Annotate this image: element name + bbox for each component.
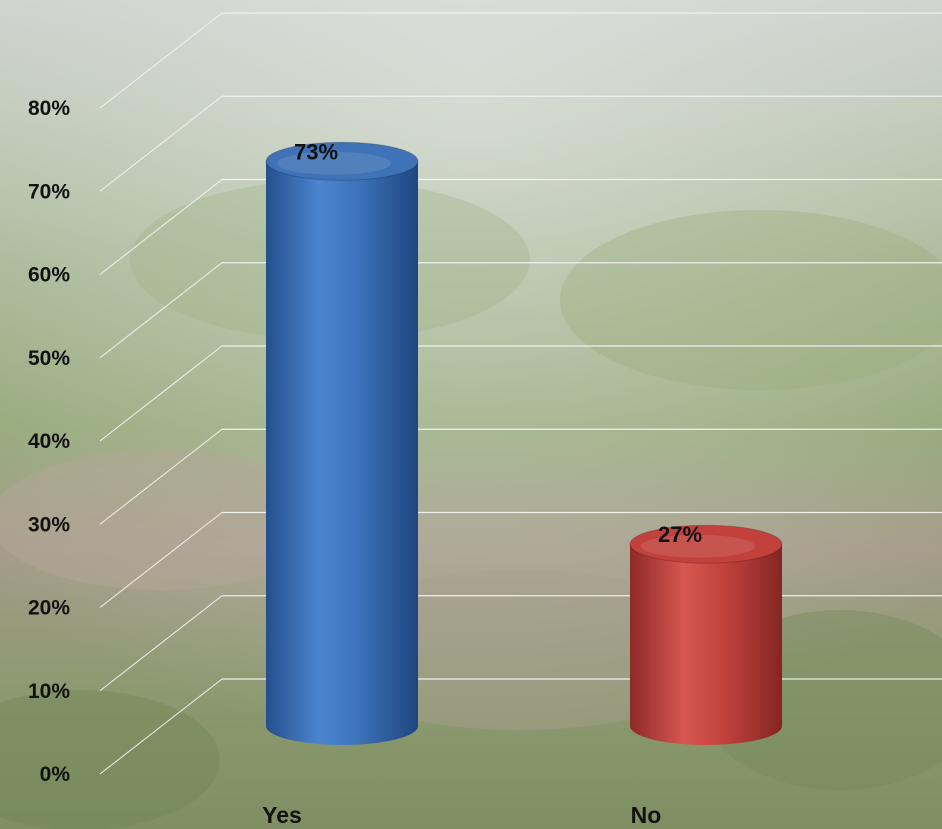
x-axis-categories: Yes No	[262, 802, 661, 828]
bar-yes: 73%	[265, 139, 419, 745]
bar-body	[266, 161, 418, 745]
gridline-diagonal	[99, 95, 223, 192]
y-tick-label: 0%	[40, 763, 71, 786]
bar-top-cap	[265, 141, 419, 181]
y-axis-ticks: 0% 10% 20% 30% 40% 50% 60% 70% 80%	[28, 97, 70, 786]
y-tick-label: 30%	[28, 513, 70, 536]
y-tick-label: 70%	[28, 180, 70, 203]
y-tick-label: 80%	[28, 97, 70, 120]
category-label: Yes	[262, 802, 302, 828]
bar-top-cap	[629, 524, 783, 564]
gridline-diagonal	[99, 262, 223, 359]
data-label: 73%	[294, 139, 338, 164]
gridline-diagonal	[99, 345, 223, 442]
y-tick-label: 20%	[28, 597, 70, 620]
y-tick-label: 50%	[28, 347, 70, 370]
category-label: No	[631, 802, 662, 828]
data-label: 27%	[658, 522, 702, 547]
y-tick-label: 60%	[28, 264, 70, 287]
y-tick-label: 40%	[28, 430, 70, 453]
gridline-diagonal	[99, 179, 223, 275]
bar-cap-highlight	[641, 534, 755, 558]
gridline-diagonal	[99, 512, 223, 608]
bar-no: 27%	[629, 522, 783, 745]
gridline-diagonal	[99, 678, 223, 775]
gridline-diagonal	[99, 595, 223, 692]
gridline-diagonal	[99, 12, 223, 109]
gridline-diagonal	[99, 428, 223, 525]
y-tick-label: 10%	[28, 680, 70, 703]
bars: 73% 27%	[265, 139, 783, 745]
bar-cap-highlight	[277, 151, 391, 175]
bar-body	[630, 544, 782, 745]
